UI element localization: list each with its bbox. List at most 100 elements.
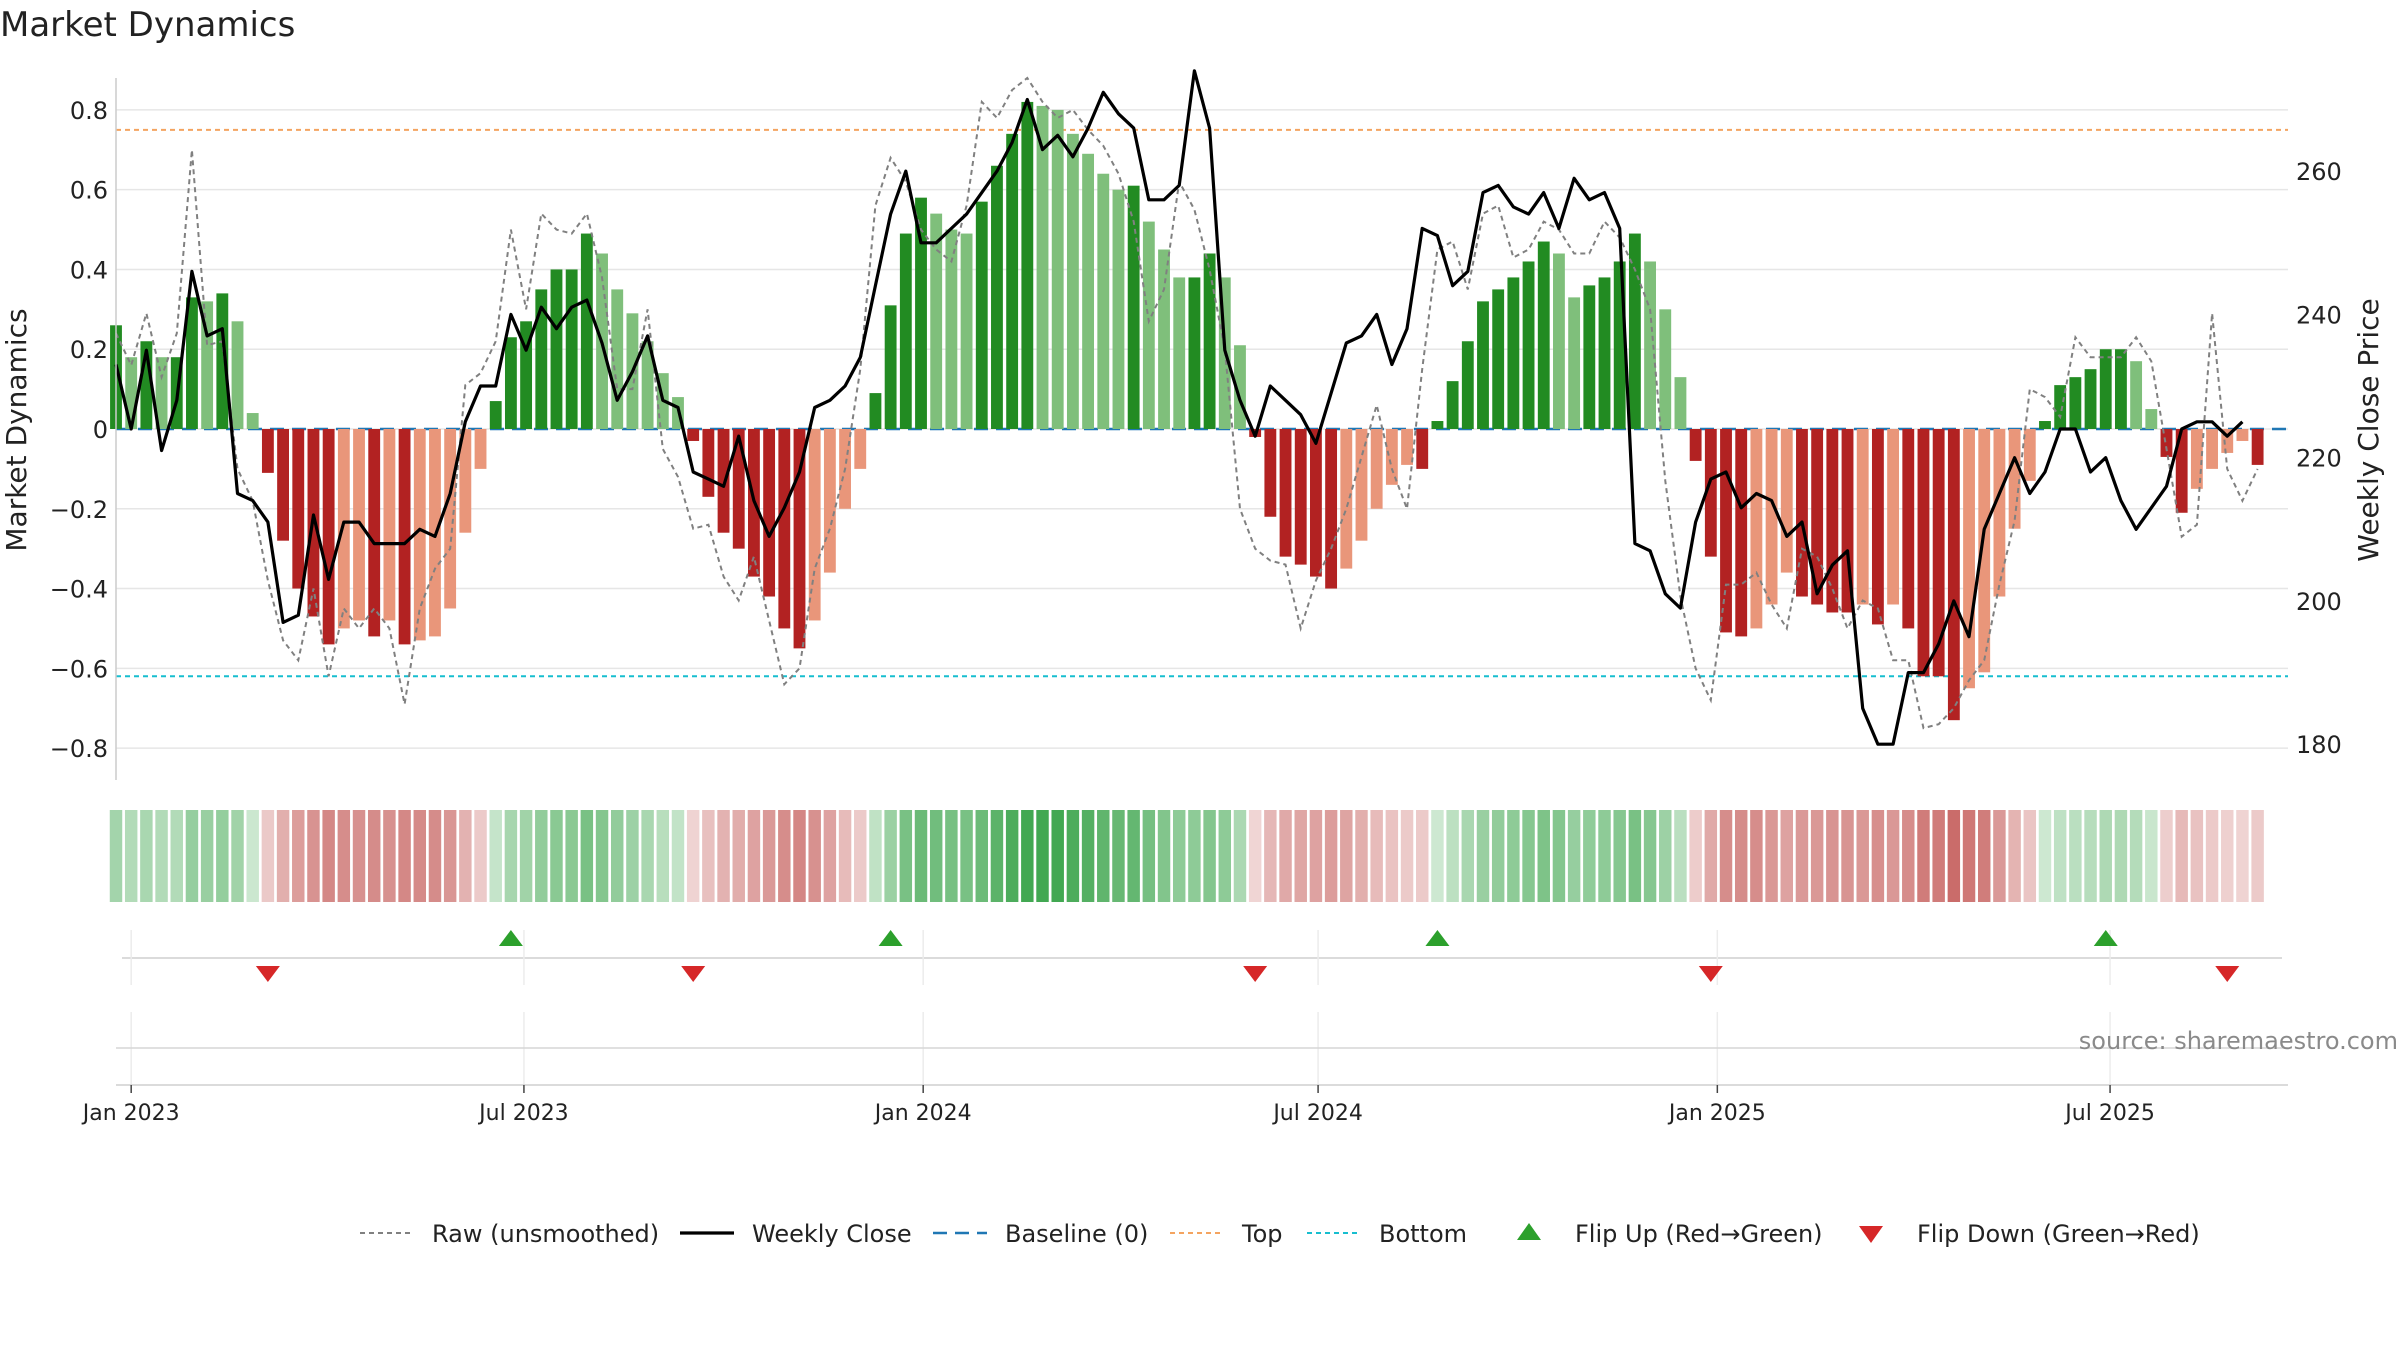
dynamics-bar bbox=[1780, 429, 1793, 573]
regime-cell bbox=[1233, 810, 1247, 902]
regime-cell bbox=[914, 810, 928, 902]
y2-axis-label: Weekly Close Price bbox=[2352, 298, 2385, 561]
regime-cell bbox=[1127, 810, 1140, 902]
dynamics-bar bbox=[1568, 297, 1581, 429]
regime-cell bbox=[1704, 810, 1718, 902]
legend-item-bottom: Bottom bbox=[1307, 1220, 1467, 1248]
raw-line bbox=[115, 76, 2259, 730]
dynamics-bar bbox=[489, 401, 502, 429]
flip-up-marker bbox=[878, 930, 903, 946]
regime-cell bbox=[413, 810, 427, 902]
dynamics-bar bbox=[1720, 429, 1732, 633]
dynamics-bar bbox=[1325, 429, 1338, 589]
regime-cell bbox=[1810, 810, 1824, 902]
regime-cell bbox=[231, 810, 244, 902]
regime-cell bbox=[474, 810, 487, 902]
regime-cell bbox=[1659, 810, 1672, 902]
regime-cell bbox=[686, 810, 700, 902]
regime-cell bbox=[732, 810, 745, 902]
x-tick-label: Jul 2025 bbox=[2063, 1101, 2155, 1126]
legend-item-top: Top bbox=[1170, 1220, 1283, 1248]
dynamics-bar bbox=[1750, 429, 1763, 629]
regime-cell bbox=[1689, 810, 1702, 902]
dynamics-bar bbox=[1735, 429, 1748, 637]
regime-cell bbox=[1400, 810, 1414, 902]
y-tick-label: 0 bbox=[93, 416, 108, 444]
regime-cell bbox=[1340, 810, 1353, 902]
regime-cell bbox=[216, 810, 229, 902]
dynamics-bar bbox=[869, 393, 882, 429]
raw-series bbox=[115, 76, 2259, 730]
dynamics-bar bbox=[383, 429, 396, 621]
dynamics-bar bbox=[702, 429, 715, 497]
legend-label: Flip Up (Red→Green) bbox=[1575, 1220, 1823, 1248]
regime-cell bbox=[2145, 810, 2158, 902]
regime-cell bbox=[2099, 810, 2112, 902]
dynamics-bar bbox=[1142, 221, 1155, 429]
flip-down-marker bbox=[681, 966, 706, 982]
dynamics-bar bbox=[793, 429, 806, 649]
regime-cell bbox=[960, 810, 973, 902]
regime-cell bbox=[1172, 810, 1186, 902]
dynamics-bar bbox=[915, 197, 927, 429]
dynamics-bar bbox=[1234, 345, 1246, 429]
dynamics-bar bbox=[1811, 429, 1824, 605]
regime-cell bbox=[109, 810, 123, 902]
legend: Raw (unsmoothed) Weekly Close Baseline (0)… bbox=[360, 1220, 2200, 1248]
regime-cell bbox=[443, 810, 457, 902]
regime-cell bbox=[1871, 810, 1885, 902]
y2-tick-label: 180 bbox=[2296, 731, 2342, 759]
regime-cell bbox=[945, 810, 958, 902]
flip-up-marker bbox=[498, 930, 523, 946]
dynamics-bar bbox=[1006, 133, 1019, 429]
regime-cell bbox=[1203, 810, 1216, 902]
dynamics-bar bbox=[1340, 429, 1353, 569]
regime-cell bbox=[1750, 810, 1763, 902]
flip-down-marker bbox=[1243, 966, 1268, 982]
regime-cell bbox=[155, 810, 168, 902]
dynamics-bar bbox=[884, 305, 897, 429]
legend-item-raw: Raw (unsmoothed) bbox=[360, 1220, 659, 1248]
regime-cell bbox=[595, 810, 609, 902]
y-tick-label: 0.8 bbox=[70, 97, 108, 125]
regime-cell bbox=[990, 810, 1004, 902]
reference-lines bbox=[116, 128, 2288, 678]
regime-cell bbox=[671, 810, 685, 902]
dynamics-bar bbox=[687, 429, 700, 441]
dynamics-bar bbox=[201, 301, 214, 429]
regime-cell bbox=[1932, 810, 1945, 902]
regime-cell bbox=[854, 810, 867, 902]
dynamics-bar bbox=[2039, 421, 2051, 429]
regime-cell bbox=[398, 810, 411, 902]
regime-cell bbox=[2160, 810, 2173, 902]
dynamics-bar bbox=[459, 429, 472, 533]
regime-cell bbox=[1491, 810, 1505, 902]
regime-cell bbox=[261, 810, 275, 902]
regime-cell bbox=[1446, 810, 1459, 902]
flip-down-marker bbox=[2215, 966, 2240, 982]
regime-cell bbox=[2190, 810, 2204, 902]
dynamics-bar bbox=[1537, 241, 1550, 429]
x-tick-label: Jan 2025 bbox=[1667, 1101, 1766, 1126]
dynamics-bar bbox=[2114, 349, 2127, 429]
dynamics-bar bbox=[1932, 429, 1945, 677]
y-tick-label: 0.6 bbox=[70, 177, 108, 205]
regime-cell bbox=[1218, 810, 1232, 902]
regime-cell bbox=[504, 810, 518, 902]
flip-markers-panel bbox=[122, 930, 2282, 985]
dynamics-bar bbox=[1385, 429, 1398, 485]
dynamics-bar bbox=[1598, 277, 1611, 429]
watermark: source: sharemaestro.com bbox=[2079, 1027, 2398, 1055]
regime-cell bbox=[1112, 810, 1125, 902]
regime-cell bbox=[565, 810, 578, 902]
regime-cell bbox=[2205, 810, 2219, 902]
dynamics-bar bbox=[823, 429, 836, 573]
dynamics-bar bbox=[899, 233, 912, 429]
dynamics-bar bbox=[717, 429, 730, 533]
regime-cell bbox=[1248, 810, 1262, 902]
regime-cell bbox=[1355, 810, 1368, 902]
dynamics-bar bbox=[535, 289, 548, 429]
dynamics-bar bbox=[1112, 189, 1125, 429]
legend-label: Weekly Close bbox=[752, 1220, 912, 1248]
dynamics-bar bbox=[2175, 429, 2188, 513]
